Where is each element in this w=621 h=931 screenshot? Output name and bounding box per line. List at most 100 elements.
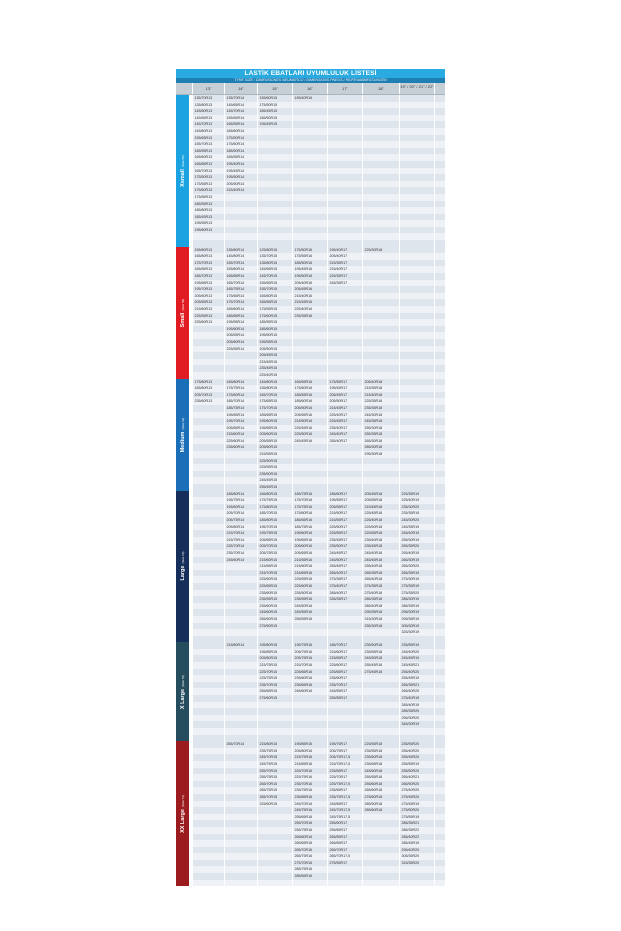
- tyre-size-cell: [328, 457, 363, 465]
- tyre-size-cell: 225/60R14: [225, 437, 258, 445]
- tyre-size-cell: 235/65R16: [293, 681, 328, 689]
- tyre-size-cell: [400, 154, 435, 161]
- tyre-size-cell: [293, 470, 328, 478]
- tyre-size-cell: 195/80R15: [258, 642, 293, 649]
- tyre-size-cell: 285/50R18: [363, 800, 400, 808]
- tyre-size-cell: 245/50R17: [328, 556, 363, 564]
- tyre-size-cell: 175/80R14: [225, 391, 258, 399]
- tyre-size-cell: 185/65R15: [258, 411, 293, 419]
- tyre-size-cell: [363, 95, 400, 102]
- size-group-name: Large: [179, 565, 186, 581]
- tyre-size-cell: [328, 635, 363, 643]
- header-18: 18": [363, 83, 400, 94]
- tyre-size-cell: 185/55R14: [225, 154, 258, 161]
- tyre-size-cell: 145/80R14: [225, 253, 258, 260]
- tyre-size-cell: [363, 873, 400, 880]
- tyre-size-cell: 265/70R17: [328, 846, 363, 854]
- tyre-size-cell: [225, 596, 258, 603]
- tyre-size-cell: [225, 576, 258, 583]
- tyre-size-cell: 225/35R19: [400, 490, 435, 498]
- size-group-label: Small(Size 58): [180, 298, 186, 327]
- tyre-size-cell: [400, 220, 435, 227]
- tyre-size-cell: 175/75R15: [258, 497, 293, 504]
- tyre-size-cell: 275/60R18: [363, 793, 400, 801]
- size-group-rows: 135/70R13 135/70R14 155/60R15 195/40R16 135/…: [193, 95, 445, 247]
- tyre-size-cell: 185/50R16: [293, 259, 328, 267]
- tyre-size-cell: 225/35R17: [328, 273, 363, 280]
- tyre-size-cell: [400, 332, 435, 339]
- tyre-size-cell: [225, 569, 258, 577]
- size-group-xx-large: XX Large(Size 74) 265/70R14 215/80R15 195/8…: [176, 741, 445, 887]
- tyre-size-cell: 235/50R18: [363, 642, 400, 649]
- tyre-size-cell: 135/80R13: [193, 101, 225, 109]
- tyre-size-cell: 215/40R16: [293, 292, 328, 300]
- tyre-size-cell: 155/80R15: [258, 385, 293, 392]
- tyre-size-cell: 215/80R15: [258, 741, 293, 748]
- tyre-size-cell: 255/75R16: [293, 826, 328, 834]
- tyre-size-cell: [258, 240, 293, 247]
- size-group-band: XX Large(Size 74): [176, 741, 189, 887]
- tyre-size-cell: 205/40R16: [293, 279, 328, 287]
- tyre-size-cell: [363, 859, 400, 867]
- tyre-size-cell: 205/55R18: [363, 497, 400, 504]
- tyre-size-cell: 165/55R13: [193, 147, 225, 155]
- table-row: 225/50R15: [193, 457, 445, 465]
- tyre-size-cell: [363, 728, 400, 735]
- tyre-size-cell: [225, 226, 258, 234]
- table-row: 185/45R13: [193, 213, 445, 221]
- tyre-size-cell: 235/55R20: [400, 741, 435, 748]
- table-row: 195/85R15 205/75R16 215/60R17 235/55R18 245/…: [193, 648, 445, 656]
- tyre-size-cell: [363, 853, 400, 860]
- table-row: [193, 233, 445, 241]
- table-row: 195/70R14 195/60R15 215/50R16 225/45R17 245/…: [193, 418, 445, 425]
- tyre-size-cell: 185/45R13: [193, 213, 225, 221]
- tyre-size-cell: 195/45R16: [293, 266, 328, 274]
- table-row: 185/80R13: [193, 207, 445, 214]
- tyre-size-cell: 205/50R15: [258, 345, 293, 353]
- tyre-size-cell: [328, 701, 363, 709]
- tyre-size-cell: [363, 833, 400, 841]
- table-row: 205/65R14 195/65R15 225/45R16 235/40R17 255/…: [193, 424, 445, 432]
- tyre-size-cell: 225/65R17: [328, 668, 363, 676]
- tyre-size-cell: [193, 358, 225, 366]
- tyre-size-cell: 185/55R16: [293, 391, 328, 399]
- table-row: 205/70R14 185/70R15 175/80R16 215/50R17 225/…: [193, 510, 445, 517]
- tyre-size-cell: [293, 728, 328, 735]
- table-row: 185/55R13: [193, 200, 445, 208]
- tyre-size-cell: 175/70R14: [225, 299, 258, 306]
- tyre-size-cell: [400, 437, 435, 445]
- size-group-band: Small(Size 58): [176, 246, 189, 379]
- table-row: 245/60R14 215/60R15 215/55R16 245/50R17 245/…: [193, 556, 445, 564]
- tyre-size-cell: 185/65R14: [225, 312, 258, 320]
- tyre-size-cell: 225/55R14: [225, 345, 258, 353]
- tyre-size-cell: 265/60R18: [363, 787, 400, 794]
- table-row: 295/30R20: [193, 714, 445, 722]
- tyre-size-cell: [193, 642, 225, 649]
- table-row: 225/40R15: [193, 371, 445, 379]
- tyre-size-cell: [258, 820, 293, 827]
- tyre-size-cell: 235/70R16: [293, 780, 328, 788]
- tyre-size-cell: 225/45R16: [293, 424, 328, 432]
- tyre-size-cell: 295/30R20: [400, 714, 435, 722]
- tyre-size-cell: [225, 635, 258, 643]
- tyre-size-cell: [193, 536, 225, 544]
- tyre-size-cell: [400, 121, 435, 128]
- tyre-size-cell: [258, 826, 293, 834]
- tyre-size-cell: 265/35R19: [400, 569, 435, 577]
- tyre-size-cell: 195/75R16: [293, 642, 328, 649]
- tyre-size-cell: [400, 484, 435, 491]
- tyre-size-cell: [400, 431, 435, 438]
- tyre-size-cell: 165/80R14: [225, 378, 258, 386]
- tyre-size-cell: [363, 312, 400, 320]
- tyre-size-cell: [400, 253, 435, 260]
- tyre-size-cell: [193, 569, 225, 577]
- tyre-size-cell: 225/70R16: [293, 767, 328, 775]
- tyre-size-cell: 155/80R14: [225, 266, 258, 274]
- column-header-row: 13" 14" 15" 16" 17" 18" 19" / 20" / 21" …: [176, 83, 445, 95]
- tyre-size-cell: 285/30R19: [400, 596, 435, 603]
- tyre-size-cell: 235/60R17: [328, 675, 363, 682]
- tyre-size-cell: 225/40R15: [258, 371, 293, 379]
- tyre-size-cell: [363, 371, 400, 379]
- tyre-size-cell: [258, 859, 293, 867]
- table-row: 255/70R15 225/70R16 225/65R17 245/60R18 255/…: [193, 767, 445, 775]
